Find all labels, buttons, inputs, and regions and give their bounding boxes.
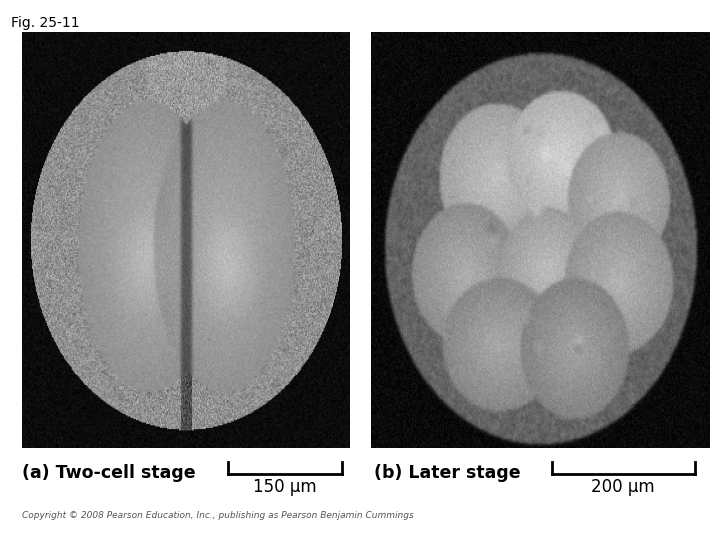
Text: 200 μm: 200 μm: [591, 478, 655, 496]
Text: (b) Later stage: (b) Later stage: [374, 463, 521, 482]
Text: (a) Two-cell stage: (a) Two-cell stage: [22, 463, 195, 482]
Text: Fig. 25-11: Fig. 25-11: [11, 16, 79, 30]
Text: 150 μm: 150 μm: [253, 478, 317, 496]
Text: Copyright © 2008 Pearson Education, Inc., publishing as Pearson Benjamin Cumming: Copyright © 2008 Pearson Education, Inc.…: [22, 511, 413, 520]
